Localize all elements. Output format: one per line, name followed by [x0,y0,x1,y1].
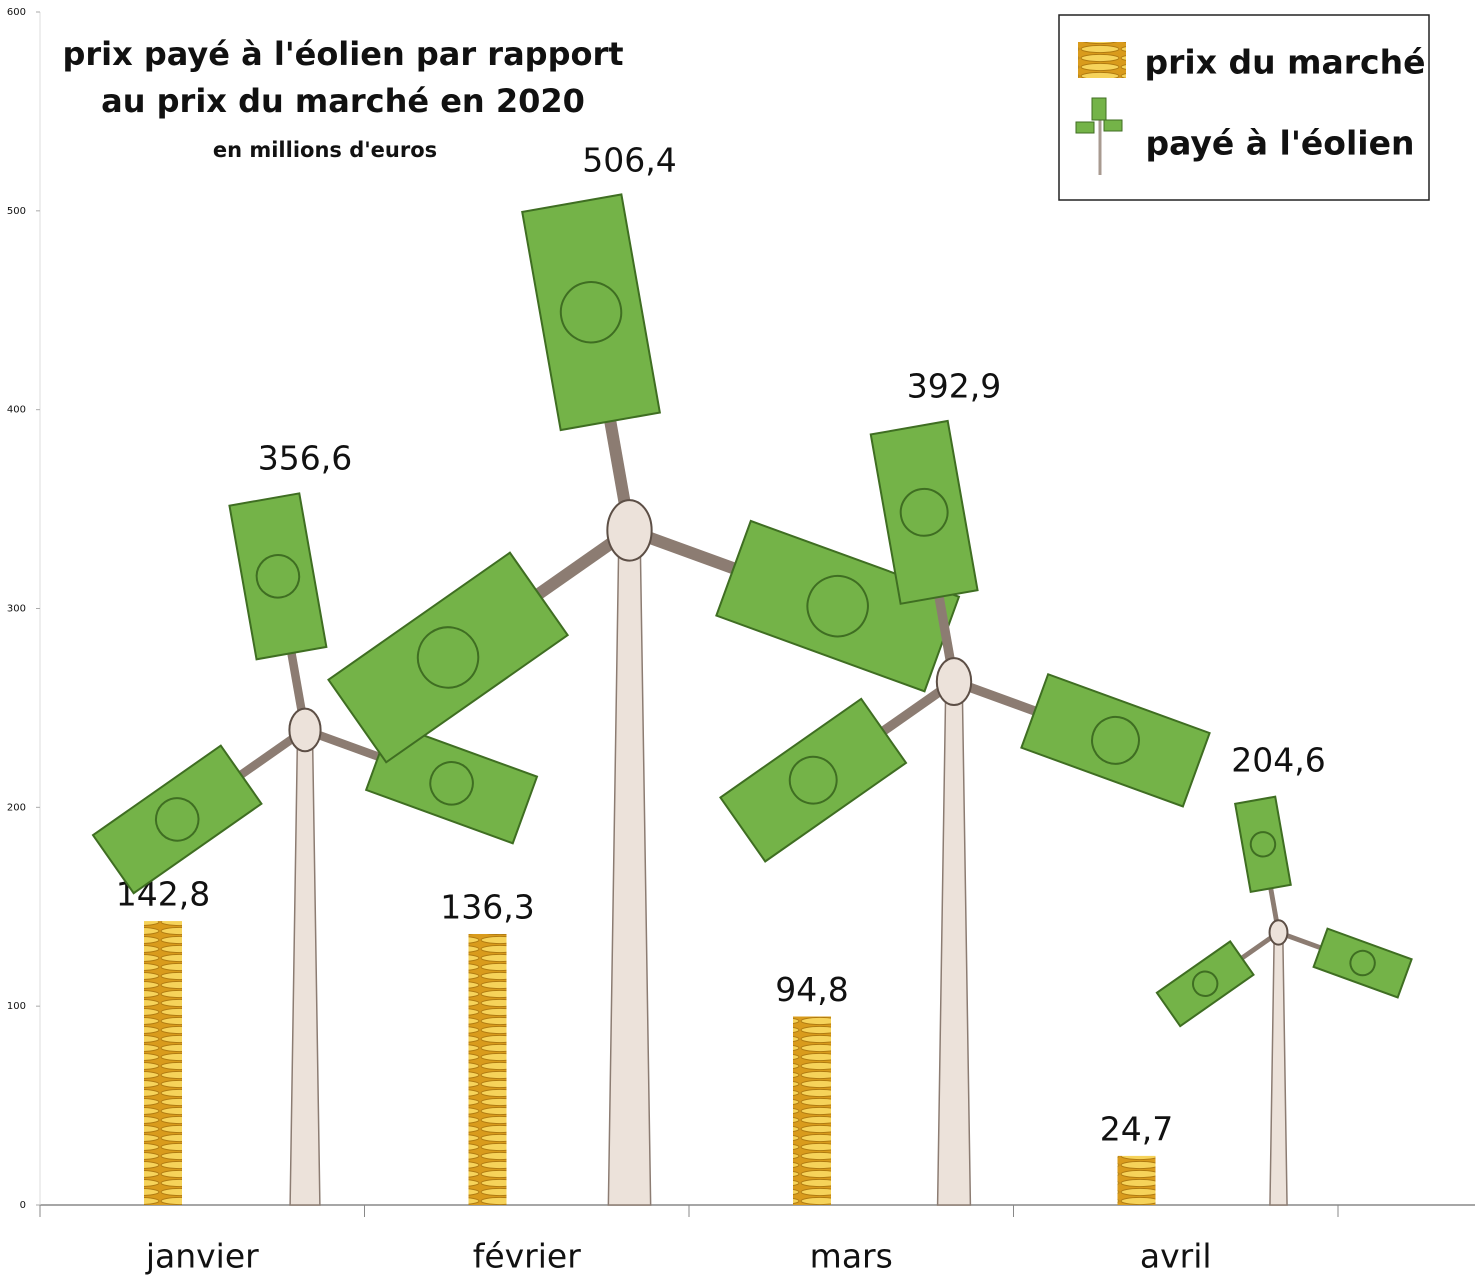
page: {"chart_data": {"type": "bar", "title": … [0,0,1483,1276]
legend-icon [1078,42,1126,78]
blade [1272,913,1412,997]
value-label: 356,6 [258,438,352,477]
blade [941,645,1210,807]
legend-label: payé à l'éolien [1146,124,1415,163]
blade [522,194,679,539]
y-tick-label: 600 [7,7,26,18]
bill [328,553,567,763]
bill [229,493,326,659]
blade [229,493,339,736]
coin-stack [144,921,182,1205]
coin-stack [793,1017,831,1205]
chart-title: au prix du marché en 2020 [101,82,585,120]
windmill [1157,797,1412,1205]
blade [1235,797,1298,936]
hub [937,658,971,705]
chart-title: prix payé à l'éolien par rapport [62,35,623,73]
hub [289,709,320,752]
bill [1021,674,1209,806]
windmill [328,194,959,1205]
legend: prix du marché payé à l'éolien [1059,15,1429,200]
y-tick-label: 500 [7,206,26,217]
hub [607,500,651,560]
mast [608,530,650,1205]
bill [93,746,261,894]
x-tick-label: janvier [145,1237,259,1276]
bill [1314,929,1412,998]
x-tick-label: mars [810,1237,893,1276]
bill [720,699,906,862]
mast [1270,932,1287,1205]
bill [522,194,660,430]
x-tick-label: avril [1140,1237,1212,1276]
chart: prix payé à l'éolien par rapport au prix… [0,0,1483,1276]
y-tick-label: 100 [7,1001,26,1012]
value-label: 136,3 [440,887,534,926]
coin-stack [469,934,507,1205]
value-label: 24,7 [1100,1109,1173,1148]
legend-label: prix du marché [1145,43,1426,82]
value-label: 94,8 [775,970,848,1009]
y-tick-label: 200 [7,802,26,813]
bill [1235,797,1291,892]
y-tick-label: 400 [7,405,26,416]
mast [290,730,320,1205]
hub [1270,920,1288,944]
y-tick-label: 0 [20,1200,26,1211]
chart-subtitle: en millions d'euros [213,138,437,162]
y-tick-label: 300 [7,604,26,615]
x-tick-label: février [473,1237,581,1276]
bill [1157,941,1254,1026]
mast [938,682,971,1205]
value-label: 506,4 [582,141,676,180]
value-label: 204,6 [1231,741,1325,780]
coin-stack [1118,1156,1156,1205]
value-label: 392,9 [907,366,1001,405]
